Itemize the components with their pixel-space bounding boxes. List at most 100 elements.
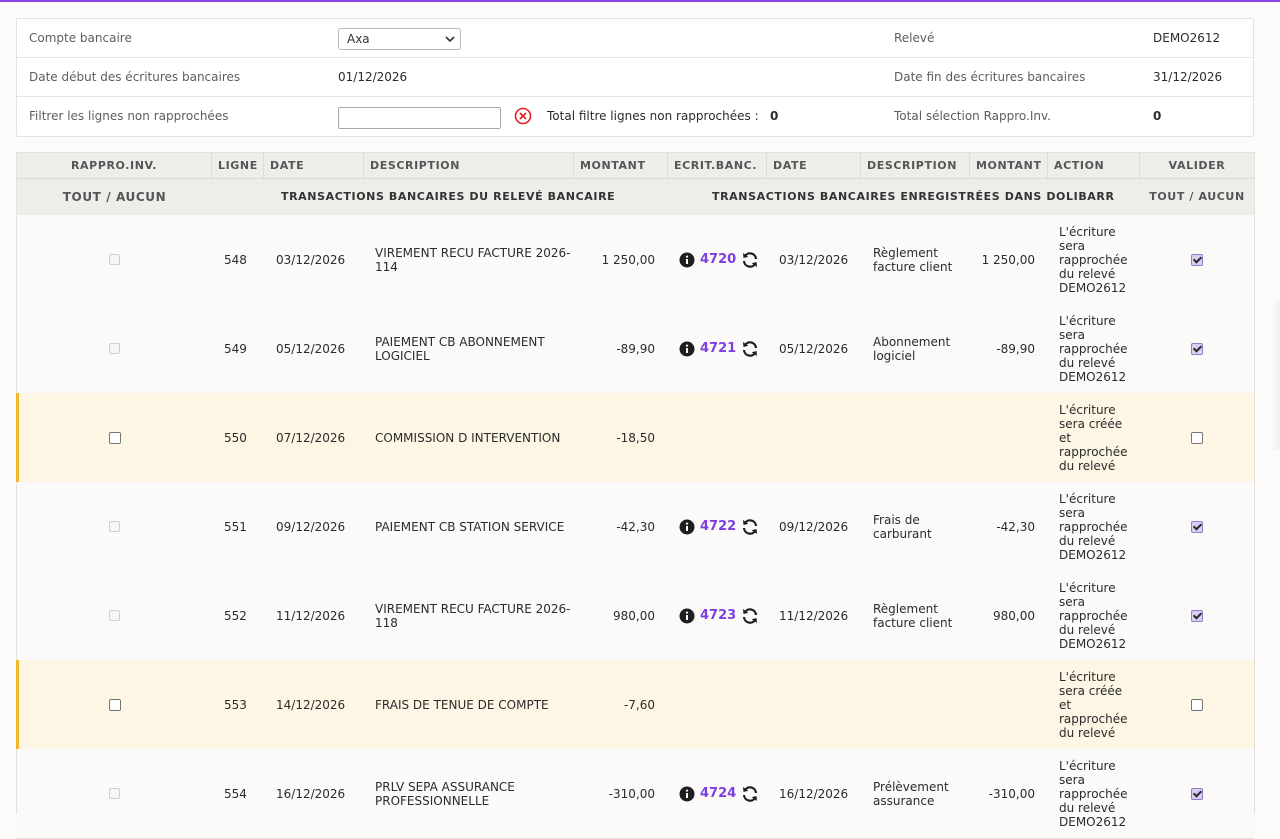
header-valider[interactable]: VALIDER <box>1168 159 1226 172</box>
header-description-2[interactable]: DESCRIPTION <box>861 153 970 178</box>
ecrit-banc-cell: 4724 <box>679 749 771 838</box>
info-icon[interactable] <box>679 786 695 802</box>
filter-panel: Compte bancaire Axa Relevé DEMO2612 Date… <box>16 18 1254 137</box>
header-action[interactable]: ACTION <box>1048 153 1140 178</box>
description2-cell: Frais de carburant <box>873 482 967 571</box>
sync-icon[interactable] <box>740 606 760 626</box>
montant-cell: 980,00 <box>574 571 655 660</box>
rappro-select-all[interactable]: TOUT <box>62 190 102 204</box>
valider-select-all[interactable]: TOUT <box>1149 190 1185 203</box>
date-cell: 11/12/2026 <box>276 571 364 660</box>
rappro-select-none[interactable]: AUCUN <box>116 190 167 204</box>
info-icon[interactable] <box>679 252 695 268</box>
valider-checkbox[interactable] <box>1191 787 1203 800</box>
montant-cell: 1 250,00 <box>574 215 655 304</box>
description2-value: Règlement facture client <box>873 245 953 274</box>
ecrit-banc-link[interactable]: 4721 <box>700 341 737 356</box>
chevron-down-icon <box>445 29 455 57</box>
description-value: PAIEMENT CB ABONNEMENT LOGICIEL <box>375 334 545 363</box>
date2-value: 11/12/2026 <box>779 608 849 623</box>
ecrit-banc-cell: 4721 <box>679 304 771 393</box>
ecrit-banc-link[interactable]: 4724 <box>700 786 737 801</box>
ligne-cell: 551 <box>224 482 264 571</box>
valider-checkbox[interactable] <box>1191 520 1203 533</box>
header-montant-2[interactable]: MONTANT <box>970 153 1048 178</box>
valider-checkbox[interactable] <box>1191 609 1203 622</box>
description2-value: Règlement facture client <box>873 601 953 630</box>
sync-icon[interactable] <box>740 517 760 537</box>
montant2-value: -42,30 <box>996 519 1035 534</box>
table-subheader: TOUT / AUCUN TRANSACTIONS BANCAIRES DU R… <box>17 179 1254 216</box>
ligne-value: 554 <box>224 786 247 801</box>
ecrit-banc-link[interactable]: 4720 <box>700 252 737 267</box>
header-rappro[interactable]: RAPPRO.INV. <box>17 153 212 178</box>
sync-icon[interactable] <box>740 250 760 270</box>
circle-x-icon[interactable] <box>514 107 532 125</box>
description2-cell: Règlement facture client <box>873 571 967 660</box>
ligne-value: 549 <box>224 341 247 356</box>
header-montant[interactable]: MONTANT <box>574 153 668 178</box>
rappro-cell <box>17 660 212 749</box>
rappro-checkbox[interactable] <box>108 431 121 444</box>
total-filter-label: Total filtre lignes non rapprochées : <box>547 109 759 123</box>
valider-checkbox[interactable] <box>1191 253 1203 266</box>
valider-cell <box>1140 215 1254 304</box>
rappro-cell <box>17 304 212 393</box>
rappro-checkbox[interactable] <box>108 698 121 711</box>
rappro-select-sep: / <box>106 190 112 204</box>
ligne-value: 551 <box>224 519 247 534</box>
action-cell: L'écriture sera rapprochée du relevé DEM… <box>1059 215 1135 304</box>
description2-cell <box>873 393 967 482</box>
header-ligne[interactable]: LIGNE <box>212 153 264 178</box>
date-end-label: Date fin des écritures bancaires <box>894 70 1086 84</box>
scroll-shadow <box>1270 300 1280 450</box>
date2-cell: 11/12/2026 <box>779 571 861 660</box>
info-icon[interactable] <box>679 341 695 357</box>
description-value: PAIEMENT CB STATION SERVICE <box>375 519 565 534</box>
sync-icon[interactable] <box>740 784 760 804</box>
table-row: 553 14/12/2026 FRAIS DE TENUE DE COMPTE -7,… <box>16 660 1254 750</box>
action-text: L'écriture sera rapprochée du relevé DEM… <box>1059 491 1128 562</box>
filter-label: Filtrer les lignes non rapprochées <box>29 109 229 123</box>
date2-cell <box>779 393 861 482</box>
date2-cell: 03/12/2026 <box>779 215 861 304</box>
valider-checkbox[interactable] <box>1191 342 1203 355</box>
header-description[interactable]: DESCRIPTION <box>364 153 574 178</box>
valider-checkbox[interactable] <box>1191 698 1203 711</box>
valider-select-none[interactable]: AUCUN <box>1198 190 1245 203</box>
action-text: L'écriture sera rapprochée du relevé DEM… <box>1059 313 1128 384</box>
montant2-cell <box>970 393 1035 482</box>
date-cell: 07/12/2026 <box>276 393 364 482</box>
account-select[interactable]: Axa <box>338 28 461 50</box>
ligne-value: 548 <box>224 252 247 267</box>
filter-row-search: Filtrer les lignes non rapprochées Total… <box>17 97 1253 136</box>
date2-cell <box>779 660 861 749</box>
montant-cell: -310,00 <box>574 749 655 838</box>
filter-row-dates: Date début des écritures bancaires 01/12… <box>17 58 1253 97</box>
ecrit-banc-link[interactable]: 4723 <box>700 608 737 623</box>
description-value: VIREMENT RECU FACTURE 2026-114 <box>375 245 571 274</box>
description-cell: COMMISSION D INTERVENTION <box>375 393 571 482</box>
header-date[interactable]: DATE <box>264 153 364 178</box>
action-cell: L'écriture sera créée et rapprochée du r… <box>1059 660 1135 749</box>
right-section-title: TRANSACTIONS BANCAIRES ENREGISTRÉES DANS… <box>712 190 1115 203</box>
description-cell: PAIEMENT CB ABONNEMENT LOGICIEL <box>375 304 571 393</box>
ligne-cell: 553 <box>224 660 264 749</box>
rappro-cell <box>17 215 212 304</box>
action-text: L'écriture sera rapprochée du relevé DEM… <box>1059 224 1128 295</box>
header-date-2[interactable]: DATE <box>767 153 861 178</box>
info-icon[interactable] <box>679 608 695 624</box>
montant2-cell: -42,30 <box>970 482 1035 571</box>
filter-input[interactable] <box>338 107 501 129</box>
info-icon[interactable] <box>679 519 695 535</box>
ecrit-banc-cell <box>679 393 771 482</box>
date2-value: 16/12/2026 <box>779 786 849 801</box>
header-ecrit-banc[interactable]: ECRIT.BANC. <box>668 153 767 178</box>
valider-checkbox[interactable] <box>1191 431 1203 444</box>
action-text: L'écriture sera créée et rapprochée du r… <box>1059 402 1128 473</box>
ligne-value: 552 <box>224 608 247 623</box>
rappro-cell <box>17 571 212 660</box>
sync-icon[interactable] <box>740 339 760 359</box>
rappro-cell <box>17 393 212 482</box>
ecrit-banc-link[interactable]: 4722 <box>700 519 737 534</box>
